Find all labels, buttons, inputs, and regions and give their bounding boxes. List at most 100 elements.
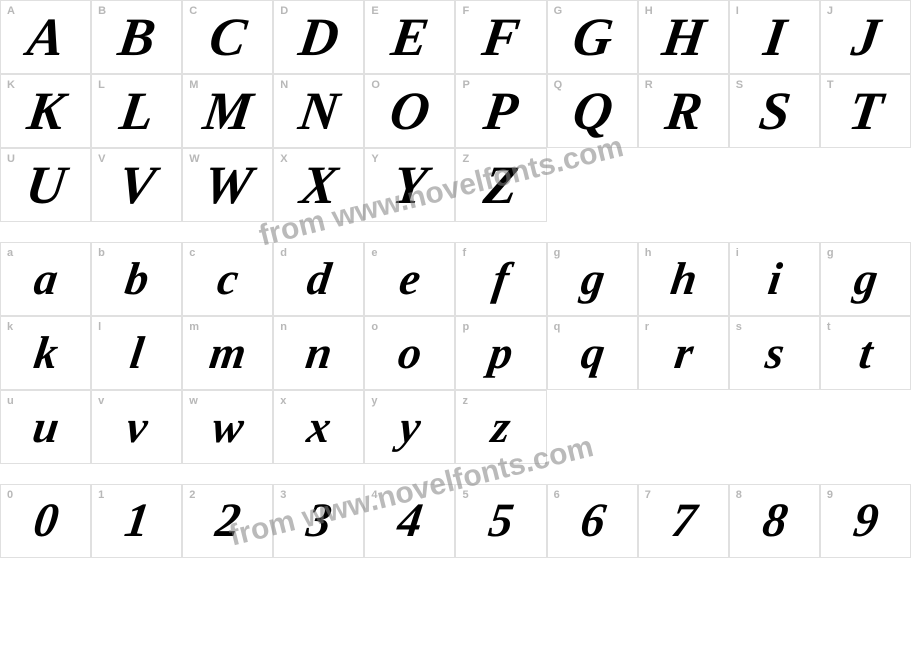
glyph-cell-h: hh — [638, 242, 729, 316]
glyph-label: v — [98, 395, 104, 407]
glyph-label: s — [736, 321, 742, 333]
glyph-label: Z — [462, 153, 469, 165]
empty-cell — [820, 390, 911, 464]
glyph-label: x — [280, 395, 286, 407]
glyph-label: d — [280, 247, 287, 259]
glyph-cell-E: EE — [364, 0, 455, 74]
glyph-cell-R: RR — [638, 74, 729, 148]
glyph-cell-m: mm — [182, 316, 273, 390]
glyph-cell-U: UU — [0, 148, 91, 222]
glyph-label: D — [280, 5, 288, 17]
glyph-label: M — [189, 79, 198, 91]
glyph-cell-S: SS — [729, 74, 820, 148]
empty-cell — [729, 148, 820, 222]
glyph-cell-u: uu — [0, 390, 91, 464]
glyph-label: C — [189, 5, 197, 17]
glyph-cell-M: MM — [182, 74, 273, 148]
glyph-cell-r: rr — [638, 316, 729, 390]
glyph-cell-b: bb — [91, 242, 182, 316]
empty-cell — [638, 390, 729, 464]
glyph-cell-D: DD — [273, 0, 364, 74]
glyph: 0 — [0, 485, 91, 557]
glyph-label: Y — [371, 153, 378, 165]
glyph-label: 7 — [645, 489, 651, 501]
glyph-label: E — [371, 5, 378, 17]
glyph: y — [364, 391, 455, 463]
spacer-cell — [182, 464, 273, 484]
glyph: J — [820, 1, 911, 73]
glyph-cell-2: 22 — [182, 484, 273, 558]
glyph: f — [455, 243, 546, 315]
spacer-cell — [638, 222, 729, 242]
glyph-label: 8 — [736, 489, 742, 501]
glyph-label: r — [645, 321, 649, 333]
glyph-cell-W: WW — [182, 148, 273, 222]
glyph-cell-q: qq — [547, 316, 638, 390]
glyph-label: g — [827, 247, 834, 259]
glyph-label: q — [554, 321, 561, 333]
glyph-label: I — [736, 5, 739, 17]
glyph-label: H — [645, 5, 653, 17]
glyph-cell-O: OO — [364, 74, 455, 148]
glyph: 5 — [455, 485, 546, 557]
spacer-cell — [91, 222, 182, 242]
spacer-cell — [182, 222, 273, 242]
glyph-label: k — [7, 321, 13, 333]
spacer-cell — [364, 222, 455, 242]
spacer-cell — [455, 222, 546, 242]
spacer-cell — [638, 464, 729, 484]
spacer-cell — [729, 222, 820, 242]
glyph-label: 3 — [280, 489, 286, 501]
glyph-cell-s: ss — [729, 316, 820, 390]
glyph-label: h — [645, 247, 652, 259]
glyph-cell-6: 66 — [547, 484, 638, 558]
glyph: z — [455, 391, 546, 463]
glyph-label: w — [189, 395, 198, 407]
glyph-cell-0: 00 — [0, 484, 91, 558]
glyph-cell-L: LL — [91, 74, 182, 148]
glyph-cell-G: GG — [547, 0, 638, 74]
glyph-label: m — [189, 321, 199, 333]
glyph-label: L — [98, 79, 105, 91]
empty-cell — [638, 148, 729, 222]
glyph: 8 — [729, 485, 820, 557]
glyph-label: A — [7, 5, 15, 17]
glyph-label: G — [554, 5, 563, 17]
glyph-cell-Q: QQ — [547, 74, 638, 148]
glyph: 4 — [364, 485, 455, 557]
glyph-cell-H: HH — [638, 0, 729, 74]
glyph-cell-C: CC — [182, 0, 273, 74]
spacer-cell — [0, 464, 91, 484]
glyph: v — [91, 391, 182, 463]
glyph-label: 2 — [189, 489, 195, 501]
glyph-cell-3: 33 — [273, 484, 364, 558]
spacer-cell — [364, 464, 455, 484]
glyph: r — [638, 317, 729, 389]
glyph-cell-P: PP — [455, 74, 546, 148]
glyph-label: o — [371, 321, 378, 333]
glyph-label: n — [280, 321, 287, 333]
glyph-label: N — [280, 79, 288, 91]
glyph-label: i — [736, 247, 739, 259]
glyph-cell-y: yy — [364, 390, 455, 464]
empty-cell — [547, 148, 638, 222]
glyph-cell-Y: YY — [364, 148, 455, 222]
glyph-label: U — [7, 153, 15, 165]
glyph-label: O — [371, 79, 380, 91]
glyph-label: t — [827, 321, 831, 333]
glyph-label: u — [7, 395, 14, 407]
glyph: i — [729, 243, 820, 315]
glyph-label: X — [280, 153, 287, 165]
spacer-cell — [455, 464, 546, 484]
glyph-label: y — [371, 395, 377, 407]
glyph: k — [0, 317, 91, 389]
glyph-cell-d: dd — [273, 242, 364, 316]
glyph-cell-i: ii — [729, 242, 820, 316]
glyph-cell-5: 55 — [455, 484, 546, 558]
glyph-cell-F: FF — [455, 0, 546, 74]
glyph-cell-p: pp — [455, 316, 546, 390]
glyph-label: F — [462, 5, 469, 17]
font-specimen-grid: AABBCCDDEEFFGGHHIIJJKKLLMMNNOOPPQQRRSSTT… — [0, 0, 911, 668]
glyph-cell-k: kk — [0, 316, 91, 390]
glyph-label: p — [462, 321, 469, 333]
